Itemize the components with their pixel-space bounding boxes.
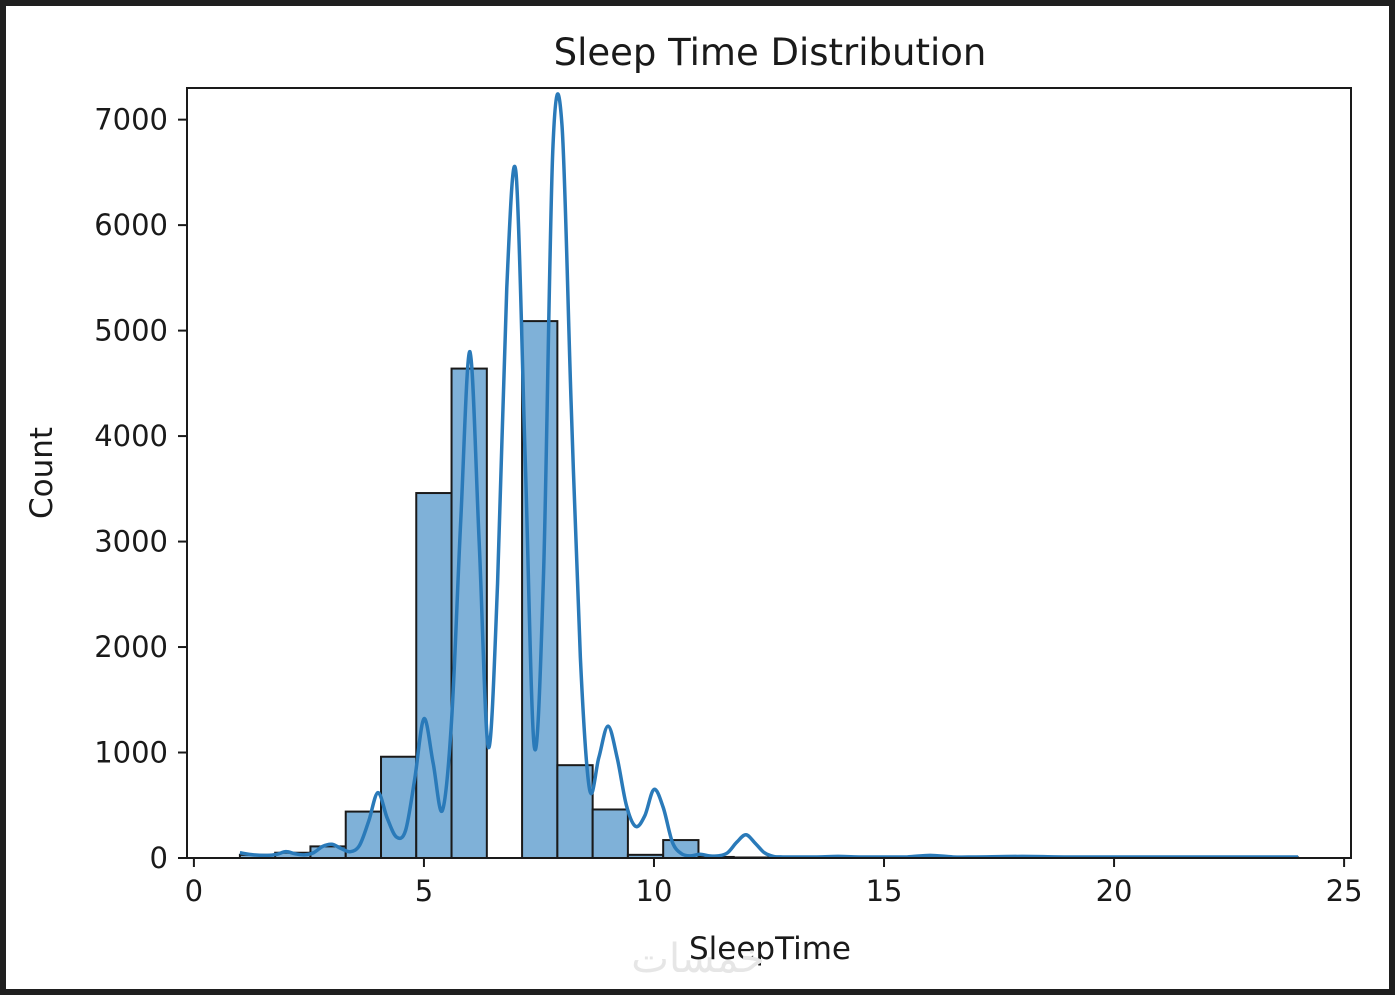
- kde-layer: [239, 92, 1299, 859]
- y-tick-label: 7000: [94, 103, 168, 137]
- x-tick-label: 15: [866, 874, 903, 908]
- y-tick-label: 3000: [94, 525, 168, 559]
- bars-group: [238, 320, 1300, 860]
- chart-figure: Sleep Time Distribution 0 5 10 15 20 25 0 1000…: [6, 6, 1389, 989]
- chart-title: Sleep Time Distribution: [554, 31, 987, 74]
- histogram-chart: Sleep Time Distribution 0 5 10 15 20 25 0 1000…: [24, 31, 1363, 982]
- x-tick-label: 5: [415, 874, 433, 908]
- histogram-bar: [521, 320, 559, 859]
- x-axis-ticks: 0 5 10 15 20 25: [185, 858, 1363, 908]
- y-tick-label: 0: [150, 841, 168, 875]
- y-tick-label: 5000: [94, 314, 168, 348]
- kde-line: [239, 92, 1299, 859]
- plot-frame: [186, 87, 1352, 859]
- x-tick-label: 10: [636, 874, 673, 908]
- histogram-bar: [591, 808, 629, 859]
- y-tick-label: 1000: [94, 736, 168, 770]
- histogram-bar: [415, 492, 453, 859]
- x-axis-label: SleepTime: [689, 931, 851, 967]
- y-tick-label: 4000: [94, 419, 168, 453]
- y-tick-label: 6000: [94, 208, 168, 242]
- y-tick-label: 2000: [94, 630, 168, 664]
- y-axis-label: Count: [24, 427, 60, 519]
- y-axis-ticks: 0 1000 2000 3000 4000 5000 6000 7000: [94, 103, 187, 875]
- x-tick-label: 0: [185, 874, 203, 908]
- x-tick-label: 25: [1326, 874, 1363, 908]
- watermark-text: خمسات: [631, 936, 764, 982]
- x-tick-label: 20: [1096, 874, 1133, 908]
